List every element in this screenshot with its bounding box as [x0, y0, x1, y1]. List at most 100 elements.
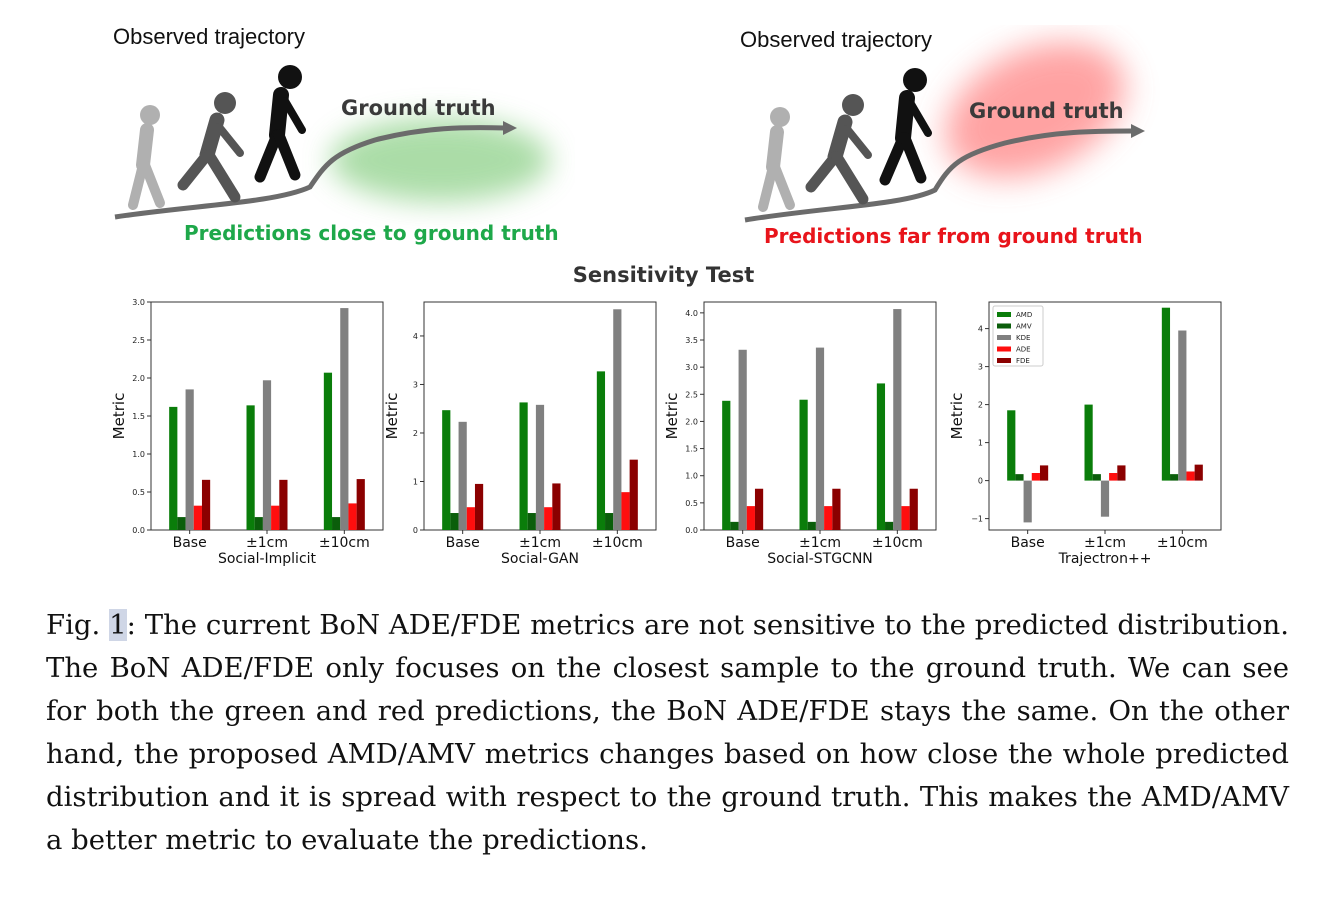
x-tick-label: ±10cm	[1157, 535, 1208, 551]
y-tick-label: 3.0	[132, 298, 145, 307]
bar-amv	[1092, 474, 1101, 481]
bar-amv	[527, 513, 536, 530]
y-tick-label: 2	[978, 401, 983, 410]
y-tick-label: 3.5	[685, 336, 698, 345]
scene-1-walker-mid	[177, 92, 244, 203]
chart-trajectron: −1 0 1 2 3 4 Metric Base ±1cm ±10cm Trajectron++ AM…	[945, 296, 1245, 576]
bar-ade	[621, 492, 630, 530]
scene-1-observed-label: Observed trajectory	[113, 24, 305, 49]
y-tick-label: 4	[978, 325, 983, 334]
legend-swatch-kde	[997, 335, 1011, 340]
caption-prefix: Fig.	[46, 609, 110, 641]
y-tick-label: 0.0	[685, 526, 698, 535]
x-tick-label: Base	[446, 535, 480, 551]
y-axis-label: Metric	[948, 393, 966, 440]
y-tick-label: 2.5	[132, 336, 145, 345]
bar-ade	[1031, 473, 1040, 481]
scene-2-walker-faint	[758, 107, 795, 212]
bar-amv	[807, 521, 816, 530]
y-tick-label: 0	[413, 526, 418, 535]
y-tick-label: 1	[413, 477, 418, 486]
bar-amv	[450, 513, 459, 530]
scene-2-illustration	[744, 42, 1145, 223]
scene-2-trajectory-path	[744, 128, 1134, 223]
bar-kde	[458, 421, 467, 530]
y-tick-label: 2	[413, 429, 418, 438]
bar-fde	[552, 483, 561, 530]
x-axis-label: Social-GAN	[501, 551, 579, 567]
y-tick-label: 0.5	[685, 499, 698, 508]
bar-ade	[1109, 473, 1118, 481]
scene-2-prediction-caption: Predictions far from ground truth	[764, 224, 1143, 248]
bar-kde	[1178, 330, 1187, 481]
x-tick-label: ±1cm	[799, 535, 841, 551]
scene-1-walker-dark	[254, 65, 306, 183]
y-tick-label: 0.5	[132, 488, 145, 497]
caption-figure-number[interactable]: 1	[109, 609, 127, 641]
bar-kde	[613, 309, 622, 530]
bar-amd	[876, 383, 886, 530]
scene-2-walker-mid	[805, 94, 872, 205]
legend-label-kde: KDE	[1016, 334, 1030, 342]
bar-fde	[629, 459, 638, 530]
bar-amv	[885, 521, 894, 530]
bar-fde	[832, 488, 841, 530]
bar-ade	[1186, 471, 1195, 481]
figure-caption: Fig. 1: The current BoN ADE/FDE metrics …	[46, 604, 1289, 862]
bar-fde	[1039, 465, 1049, 481]
bar-kde	[185, 389, 194, 530]
bar-fde	[1117, 465, 1126, 481]
x-tick-label: ±1cm	[246, 535, 288, 551]
y-tick-label: 1.5	[132, 412, 145, 421]
bar-kde	[815, 347, 825, 530]
scene-1-ground-truth-label: Ground truth	[341, 96, 496, 120]
scene-1-trajectory-path	[114, 125, 506, 220]
bar-amd	[596, 371, 606, 530]
y-tick-label: 3.0	[685, 363, 698, 372]
scene-2-ground-truth-label: Ground truth	[969, 99, 1124, 123]
y-tick-label: 0.0	[132, 526, 145, 535]
legend-swatch-amv	[997, 323, 1011, 329]
scene-2-observed-label: Observed trajectory	[740, 27, 932, 52]
bar-ade	[271, 505, 280, 530]
x-tick-label: ±10cm	[319, 535, 370, 551]
y-tick-label: −1	[971, 515, 983, 524]
y-axis-label: Metric	[383, 393, 401, 440]
bar-fde	[909, 488, 918, 530]
bar-kde	[262, 380, 272, 530]
chart-legend: AMD AMV KDE ADE FDE	[992, 305, 1044, 367]
chart-social-gan: 0 1 2 3 4 Metric Base ±1cm ±10cm Social-GAN	[380, 296, 680, 576]
bar-amd	[169, 406, 178, 530]
y-tick-label: 4.0	[685, 309, 698, 318]
bar-amd	[323, 372, 333, 530]
y-tick-label: 2.0	[685, 417, 698, 426]
bar-kde	[535, 404, 545, 530]
y-tick-label: 1.5	[685, 445, 698, 454]
bar-kde	[1023, 480, 1032, 523]
bar-amd	[519, 402, 528, 530]
bar-amd	[722, 400, 731, 530]
scene-1-illustration	[114, 65, 550, 220]
y-tick-label: 1.0	[132, 450, 145, 459]
chart-social-implicit: 0.0 0.5 1.0 1.5 2.0 2.5 3.0 Metric Base ±1cm ±10cm…	[107, 296, 407, 576]
bar-fde	[754, 488, 764, 530]
bar-fde	[356, 479, 365, 530]
chart-social-stgcnn: 0.0 0.5 1.0 1.5 2.0 2.5 3.0 3.5 4.0 Metric Base ±1c…	[660, 296, 960, 576]
bar-kde	[340, 308, 349, 530]
bar-amv	[1015, 474, 1024, 481]
bar-fde	[474, 483, 484, 530]
y-tick-label: 1	[978, 439, 983, 448]
bar-amd	[1161, 307, 1171, 481]
bar-amd	[1084, 404, 1093, 481]
bar-amd	[1007, 410, 1016, 481]
y-tick-label: 0	[978, 477, 983, 486]
bar-amv	[332, 517, 341, 530]
y-tick-label: 2.5	[685, 390, 698, 399]
bar-fde	[201, 479, 211, 530]
bar-amv	[730, 521, 739, 530]
y-tick-label: 3	[413, 380, 418, 389]
bar-ade	[824, 506, 833, 530]
bar-amv	[177, 517, 186, 530]
y-axis-label: Metric	[663, 393, 681, 440]
legend-label-amd: AMD	[1016, 311, 1032, 319]
